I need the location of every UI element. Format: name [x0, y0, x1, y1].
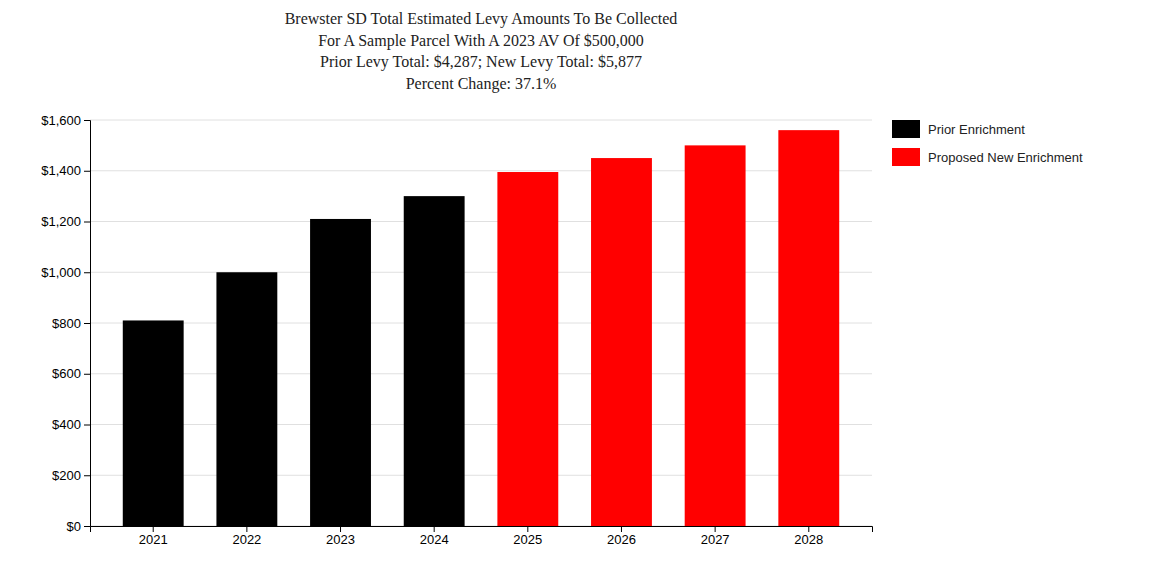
y-tick-mark: [84, 171, 90, 172]
y-tick: $1,000: [41, 265, 90, 280]
legend-label: Prior Enrichment: [928, 122, 1025, 137]
y-tick-mark: [84, 526, 90, 527]
x-tick: 2028: [794, 526, 823, 547]
x-tick-mark: [715, 526, 716, 532]
x-tick: 2025: [513, 526, 542, 547]
y-tick-mark: [84, 222, 90, 223]
x-tick-mark: [808, 526, 809, 532]
title: Brewster SD Total Estimated Levy Amounts…: [285, 10, 678, 93]
grid-line: [90, 323, 872, 324]
y-tick-mark: [84, 475, 90, 476]
y-tick-mark: [84, 374, 90, 375]
x-tick-mark: [340, 526, 341, 532]
series: [123, 196, 465, 526]
x-tick-mark: [153, 526, 154, 532]
y-tick: $1,400: [41, 163, 90, 178]
x-tick-mark: [434, 526, 435, 532]
y-tick-label: $800: [52, 316, 81, 331]
bar: [685, 145, 746, 526]
y-tick: $600: [52, 366, 90, 381]
grid-line: [90, 475, 872, 476]
x-tick: 2022: [232, 526, 261, 547]
x-tick-label: 2022: [232, 532, 261, 547]
legend-item: Proposed New Enrichment: [892, 148, 1083, 166]
y-tick-mark: [84, 120, 90, 121]
y-tick-label: $400: [52, 417, 81, 432]
y-axis: $0 $200 $400 $600 $800 $1,000 $1,200 $1,400 $1,6…: [41, 113, 90, 534]
x-tick-label: 2021: [139, 532, 168, 547]
legend-label: Proposed New Enrichment: [928, 150, 1083, 165]
y-tick: $400: [52, 417, 90, 432]
grid-line: [90, 424, 872, 425]
y-tick-label: $1,600: [41, 113, 81, 128]
x-tick-label: 2023: [326, 532, 355, 547]
title-line: Brewster SD Total Estimated Levy Amounts…: [285, 10, 678, 28]
x-tick: 2026: [607, 526, 636, 547]
x-axis-line: [91, 527, 873, 533]
bar: [310, 219, 371, 526]
bar: [404, 196, 465, 526]
bar: [591, 158, 652, 526]
x-tick: 2021: [139, 526, 168, 547]
grid: [90, 120, 872, 526]
y-tick: $1,600: [41, 113, 90, 128]
x-tick-label: 2027: [701, 532, 730, 547]
bar: [216, 272, 277, 526]
x-tick: 2023: [326, 526, 355, 547]
y-tick-mark: [84, 425, 90, 426]
bar: [778, 130, 839, 526]
y-tick: $1,200: [41, 214, 90, 229]
legend-swatch: [892, 148, 920, 166]
bar: [497, 172, 558, 526]
x-tick-mark: [246, 526, 247, 532]
y-tick-mark: [84, 272, 90, 273]
title-line: For A Sample Parcel With A 2023 AV Of $5…: [318, 32, 644, 50]
grid-line: [90, 221, 872, 222]
legend: Prior Enrichment Proposed New Enrichment: [892, 120, 1083, 166]
y-tick-label: $0: [67, 519, 81, 534]
y-tick-label: $1,200: [41, 214, 81, 229]
x-tick-label: 2025: [513, 532, 542, 547]
x-tick: 2027: [701, 526, 730, 547]
x-axis: 2021 2022 2023 2024 2025 2026 2027 2028: [91, 526, 873, 547]
chart: Brewster SD Total Estimated Levy Amounts…: [0, 0, 1152, 576]
x-tick-label: 2028: [794, 532, 823, 547]
series: [497, 130, 839, 526]
legend-swatch: [892, 120, 920, 138]
grid-line: [90, 272, 872, 273]
grid-line: [90, 120, 872, 121]
y-tick-label: $600: [52, 366, 81, 381]
y-axis-line: [84, 121, 91, 527]
x-tick-mark: [527, 526, 528, 532]
x-tick: 2024: [420, 526, 449, 547]
y-tick-mark: [84, 323, 90, 324]
grid-line: [90, 373, 872, 374]
y-tick-label: $1,000: [41, 265, 81, 280]
y-tick: $200: [52, 468, 90, 483]
x-tick-mark: [621, 526, 622, 532]
y-tick: $0: [67, 519, 90, 534]
legend-item: Prior Enrichment: [892, 120, 1025, 138]
y-tick-label: $200: [52, 468, 81, 483]
x-tick-label: 2024: [420, 532, 449, 547]
x-tick-label: 2026: [607, 532, 636, 547]
title-line: Prior Levy Total: $4,287; New Levy Total…: [320, 53, 642, 71]
bars: [123, 130, 839, 526]
y-tick-label: $1,400: [41, 163, 81, 178]
bar: [123, 320, 184, 526]
plot: 2021 2022 2023 2024 2025 2026 2027 2028 $0 $200 $4…: [41, 113, 872, 548]
grid-line: [90, 170, 872, 171]
y-tick: $800: [52, 316, 90, 331]
title-line: Percent Change: 37.1%: [406, 75, 557, 93]
